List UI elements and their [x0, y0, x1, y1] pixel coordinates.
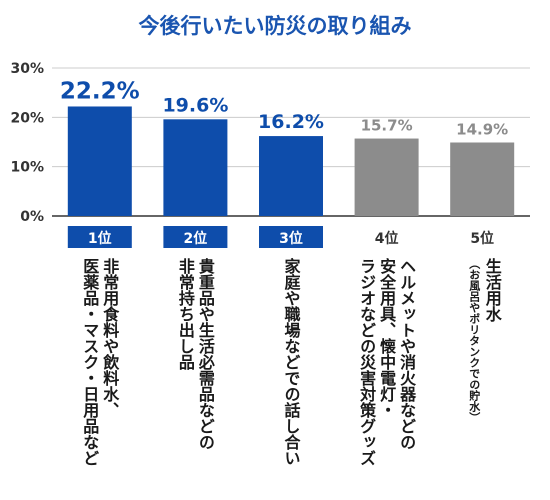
bar	[354, 138, 419, 216]
value-label: 15.7%	[361, 117, 413, 135]
rank-badge	[67, 226, 132, 248]
category-label: 家庭や職場などでの話し合い	[282, 257, 301, 466]
category-label: 貴重品や生活必需品などの	[196, 257, 216, 450]
y-tick-label: 30%	[10, 61, 44, 77]
category-label: 非常持ち出し品	[176, 257, 195, 371]
value-label: 22.2%	[60, 78, 140, 104]
bar	[450, 142, 515, 216]
bar	[163, 119, 228, 216]
rank-label: 2位	[184, 230, 208, 247]
rank-label: 1位	[88, 230, 112, 247]
chart-title: 今後行いたい防災の取り組み	[139, 14, 412, 38]
rank-badge	[259, 226, 323, 248]
category-label: ヘルメットや消火器などの	[397, 258, 417, 450]
y-tick-label: 10%	[10, 160, 44, 176]
bar	[67, 106, 132, 216]
value-label: 14.9%	[456, 120, 508, 138]
category-label: ラジオなどの災害対策グッズ	[357, 258, 377, 466]
value-label: 16.2%	[258, 111, 324, 133]
bar	[259, 136, 323, 216]
rank-badge	[163, 226, 228, 248]
bars: 22.2% 19.6% 16.2% 15.7% 14.9%	[60, 78, 515, 216]
y-tick-label: 20%	[10, 110, 44, 126]
category-label: 生活用水	[483, 257, 502, 323]
category-label: 非常用食料や飲料水、	[100, 257, 120, 418]
y-tick-label: 0%	[20, 209, 44, 225]
category-label: 医薬品・マスク・日用品など	[80, 258, 100, 466]
rank-label: 5位	[470, 230, 494, 247]
y-axis-ticks: 0% 10% 20% 30%	[10, 61, 44, 225]
category-label: 安全用具、懐中電灯・	[377, 257, 397, 418]
rank-label: 3位	[279, 230, 303, 247]
category-note: （お風呂やポリタンクでの貯水）	[468, 258, 482, 423]
rank-label: 4位	[375, 230, 399, 247]
value-label: 19.6%	[162, 94, 228, 116]
